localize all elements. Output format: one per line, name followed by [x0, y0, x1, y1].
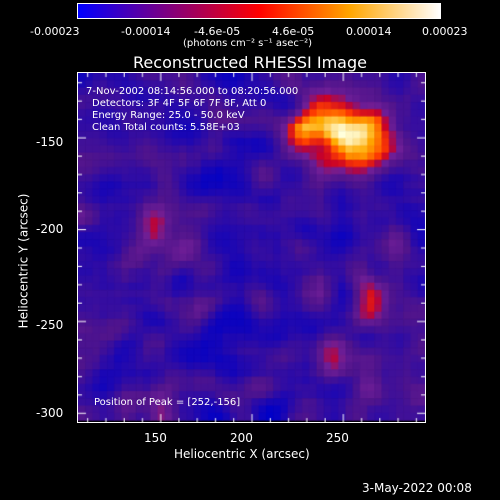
x-axis-label: Heliocentric X (arcsec) — [174, 447, 310, 461]
y-axis-label: Heliocentric Y (arcsec) — [16, 193, 31, 329]
colorbar-units: (photons cm⁻² s⁻¹ asec⁻²) — [183, 38, 313, 49]
plot-area — [77, 72, 426, 423]
ytick-3: -300 — [36, 406, 64, 420]
annotation-line-1: Detectors: 3F 4F 5F 6F 7F 8F, Att 0 — [92, 98, 267, 109]
xtick-1: 200 — [230, 431, 253, 445]
peak-label: Position of Peak = [252,-156] — [94, 397, 241, 408]
rhessi-image — [78, 73, 425, 422]
ytick-1: -200 — [36, 222, 64, 236]
colorbar-tick-3: 4.6e-05 — [272, 25, 315, 38]
colorbar-tick-4: 0.00014 — [346, 25, 392, 38]
colorbar-tick-2: -4.6e-05 — [194, 25, 241, 38]
xtick-0: 150 — [144, 431, 167, 445]
colorbar-tick-0: -0.00023 — [30, 25, 80, 38]
colorbar — [77, 3, 441, 19]
footer-date: 3-May-2022 00:08 — [362, 481, 472, 495]
annotation-line-2: Energy Range: 25.0 - 50.0 keV — [92, 110, 245, 121]
plot-title: Reconstructed RHESSI Image — [133, 53, 367, 72]
ytick-2: -250 — [36, 318, 64, 332]
annotation-line-0: 7-Nov-2002 08:14:56.000 to 08:20:56.000 — [86, 86, 299, 97]
ytick-0: -150 — [36, 135, 64, 149]
colorbar-tick-1: -0.00014 — [121, 25, 171, 38]
annotation-line-3: Clean Total counts: 5.58E+03 — [92, 122, 240, 133]
colorbar-tick-5: 0.00023 — [422, 25, 468, 38]
xtick-2: 250 — [326, 431, 349, 445]
